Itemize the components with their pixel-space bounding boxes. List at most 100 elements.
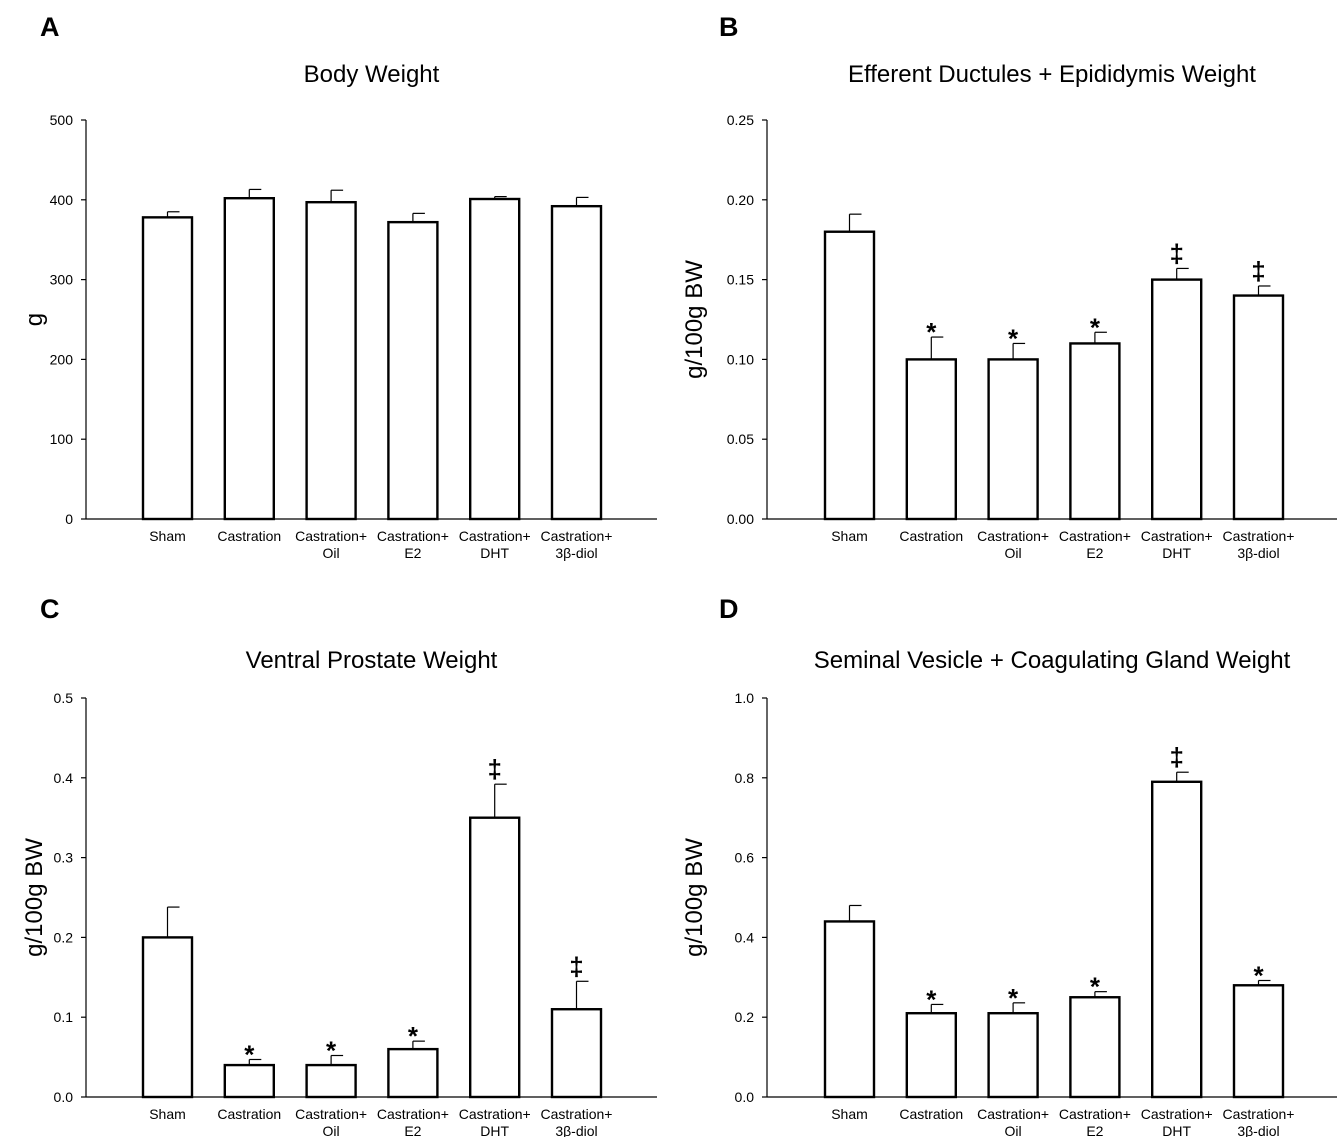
bar	[469, 197, 521, 521]
significance-mark: *	[1090, 312, 1101, 342]
bar	[823, 920, 876, 1099]
significance-mark: *	[1008, 323, 1019, 353]
bar	[387, 220, 439, 521]
x-category-label: Castration+	[1059, 528, 1131, 544]
bar	[223, 1063, 276, 1099]
significance-mark: ‡	[569, 951, 583, 981]
y-tick-label: 0.4	[54, 770, 74, 786]
chart-panel-d: D Seminal Vesicle + Coagulating Gland Wei…	[681, 594, 1337, 1137]
y-tick-label: 1.0	[735, 690, 755, 706]
bar	[905, 358, 957, 521]
bar	[987, 1012, 1039, 1099]
x-category-label: Castration+	[977, 1106, 1049, 1122]
chart-panel-a: A Body Weight g 0 100 200 300 400 500 Sham Castrat…	[21, 12, 657, 561]
y-tick-label: 200	[50, 351, 74, 367]
x-category-label: Oil	[323, 545, 340, 561]
x-category-label: Castration+	[541, 528, 613, 544]
y-tick-label: 0.1	[54, 1009, 74, 1025]
x-category-label: Castration+	[295, 528, 367, 544]
y-tick-label: 500	[50, 112, 74, 128]
x-category-label: Castration+	[977, 528, 1049, 544]
x-category-label: Oil	[1005, 545, 1022, 561]
y-tick-label: 0.20	[727, 192, 754, 208]
bar	[823, 230, 876, 521]
x-category-label: Castration	[217, 528, 281, 544]
x-category-label: Castration+	[459, 528, 531, 544]
significance-mark: *	[244, 1039, 255, 1069]
chart-panel-b: B Efferent Ductules + Epididymis Weight g/…	[681, 12, 1337, 561]
significance-mark: *	[408, 1021, 419, 1051]
panel-letter: A	[40, 12, 60, 42]
x-category-label: Sham	[149, 1106, 186, 1122]
x-category-label: Sham	[831, 528, 868, 544]
x-category-label: Castration+	[459, 1106, 531, 1122]
y-tick-label: 0.3	[54, 850, 74, 866]
x-category-label: E2	[1086, 1123, 1103, 1137]
y-tick-label: 0.2	[735, 1009, 755, 1025]
x-category-label: Castration+	[1059, 1106, 1131, 1122]
bar	[305, 1063, 357, 1099]
y-axis-label: g/100g BW	[21, 838, 48, 957]
x-category-label: Sham	[831, 1106, 868, 1122]
bar	[550, 1008, 603, 1099]
x-category-label: 3β-diol	[555, 545, 597, 561]
y-tick-label: 0.6	[735, 850, 755, 866]
significance-mark: ‡	[1169, 742, 1183, 772]
y-tick-label: 100	[50, 431, 74, 447]
y-tick-label: 0.4	[735, 929, 755, 945]
x-category-label: Castration+	[1141, 528, 1213, 544]
x-category-label: DHT	[1162, 545, 1191, 561]
y-tick-label: 0.25	[727, 112, 754, 128]
chart-title: Body Weight	[304, 61, 440, 88]
x-category-label: DHT	[480, 1123, 509, 1137]
y-tick-label: 0.05	[727, 431, 754, 447]
panel-letter: D	[719, 594, 739, 624]
bar	[1069, 342, 1121, 521]
panel-letter: C	[40, 594, 60, 624]
y-tick-label: 0.8	[735, 770, 755, 786]
x-category-label: Castration+	[377, 528, 449, 544]
significance-mark: *	[326, 1036, 337, 1066]
x-category-label: Castration+	[1223, 528, 1295, 544]
bar	[1232, 294, 1285, 521]
x-category-label: Castration+	[1223, 1106, 1295, 1122]
bar	[141, 216, 194, 521]
significance-mark: *	[926, 317, 937, 347]
y-tick-label: 0	[65, 511, 73, 527]
bar	[1069, 996, 1121, 1099]
x-category-label: Castration+	[541, 1106, 613, 1122]
chart-title: Ventral Prostate Weight	[246, 647, 498, 674]
y-tick-label: 0.0	[54, 1089, 74, 1105]
significance-mark: ‡	[1251, 256, 1265, 286]
x-category-label: E2	[404, 1123, 421, 1137]
bar	[987, 358, 1039, 521]
significance-mark: ‡	[1169, 238, 1183, 268]
significance-mark: *	[1253, 960, 1264, 990]
bar	[223, 197, 276, 521]
bar	[305, 200, 357, 521]
x-category-label: DHT	[480, 545, 509, 561]
bar	[905, 1012, 957, 1099]
bar	[1150, 780, 1203, 1099]
y-tick-label: 0.2	[54, 929, 74, 945]
bar	[550, 204, 603, 521]
x-category-label: Castration+	[295, 1106, 367, 1122]
x-category-label: 3β-diol	[555, 1123, 597, 1137]
x-category-label: E2	[1086, 545, 1103, 561]
y-tick-label: 300	[50, 272, 74, 288]
bar	[387, 1047, 439, 1099]
x-category-label: Castration	[217, 1106, 281, 1122]
x-category-label: 3β-diol	[1237, 545, 1279, 561]
x-category-label: Castration+	[377, 1106, 449, 1122]
x-category-label: DHT	[1162, 1123, 1191, 1137]
x-category-label: Castration	[899, 1106, 963, 1122]
bar	[141, 936, 194, 1099]
significance-mark: ‡	[487, 754, 501, 784]
x-category-label: Castration	[899, 528, 963, 544]
x-category-label: Oil	[323, 1123, 340, 1137]
significance-mark: *	[1090, 972, 1101, 1002]
bar	[1150, 278, 1203, 521]
y-axis-label: g	[21, 313, 48, 326]
y-axis-label: g/100g BW	[681, 260, 708, 379]
